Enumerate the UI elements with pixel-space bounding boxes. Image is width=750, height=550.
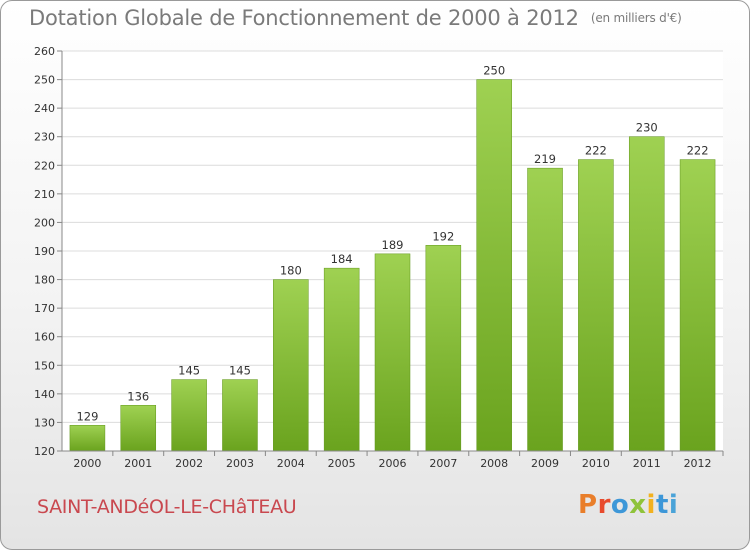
value-label: 230 bbox=[636, 121, 658, 135]
logo-letter: i bbox=[668, 490, 679, 520]
y-tick-label: 240 bbox=[34, 102, 55, 115]
bar bbox=[323, 267, 360, 452]
y-tick-label: 170 bbox=[34, 302, 55, 315]
x-tick-label: 2004 bbox=[277, 457, 305, 470]
y-tick-label: 200 bbox=[34, 216, 55, 229]
y-tick-label: 250 bbox=[34, 74, 55, 87]
logo-letter: r bbox=[597, 490, 611, 520]
x-tick-label: 2012 bbox=[684, 457, 712, 470]
value-label: 129 bbox=[76, 409, 98, 423]
logo-letter: x bbox=[629, 490, 647, 520]
value-label: 250 bbox=[483, 64, 505, 78]
y-tick-label: 150 bbox=[34, 359, 55, 372]
chart-title: Dotation Globale de Fonctionnement de 20… bbox=[29, 6, 682, 30]
y-tick-label: 220 bbox=[34, 159, 55, 172]
bar bbox=[527, 167, 563, 452]
value-label: 222 bbox=[585, 144, 607, 158]
bar bbox=[679, 159, 716, 452]
y-tick-label: 210 bbox=[34, 188, 55, 201]
value-label: 222 bbox=[687, 144, 709, 158]
value-label: 184 bbox=[331, 252, 353, 266]
value-label: 189 bbox=[382, 238, 404, 252]
x-tick-label: 2007 bbox=[429, 457, 457, 470]
value-label: 145 bbox=[229, 364, 251, 378]
x-tick-label: 2001 bbox=[124, 457, 152, 470]
bar bbox=[222, 379, 258, 452]
y-tick-label: 230 bbox=[34, 131, 55, 144]
value-label: 219 bbox=[534, 152, 556, 166]
y-tick-label: 260 bbox=[34, 45, 55, 58]
x-tick-label: 2010 bbox=[582, 457, 610, 470]
bar bbox=[425, 245, 462, 452]
value-label: 180 bbox=[280, 264, 302, 278]
y-tick-label: 140 bbox=[34, 388, 55, 401]
y-tick-label: 180 bbox=[34, 274, 55, 287]
bar bbox=[171, 379, 207, 452]
y-tick-label: 120 bbox=[34, 445, 55, 458]
x-tick-label: 2008 bbox=[480, 457, 508, 470]
bar bbox=[120, 405, 157, 452]
y-tick-label: 190 bbox=[34, 245, 55, 258]
bar bbox=[69, 425, 106, 452]
x-tick-label: 2000 bbox=[73, 457, 101, 470]
logo-letter: P bbox=[578, 490, 598, 520]
bars: 129 136 145 145 180 184 189 192 250 219 222 230 222 bbox=[69, 64, 716, 452]
y-axis: 120 130 140 150 160 170 180 190 200 210 220 230 240 2… bbox=[34, 45, 63, 458]
x-tick-label: 2002 bbox=[175, 457, 203, 470]
bar bbox=[374, 253, 411, 452]
unit-label: (en milliers d'€) bbox=[590, 11, 682, 25]
title-text: Dotation Globale de Fonctionnement de 20… bbox=[29, 6, 579, 30]
bar bbox=[578, 159, 614, 452]
x-tick-label: 2003 bbox=[226, 457, 254, 470]
x-axis: 2000 2001 2002 2003 2004 2005 2006 2007 2008 2009… bbox=[62, 450, 724, 470]
value-label: 136 bbox=[127, 389, 149, 403]
commune-name: SAINT-ANDéOL-LE-CHâTEAU bbox=[37, 496, 297, 518]
logo-letter: o bbox=[610, 490, 630, 520]
x-tick-label: 2009 bbox=[531, 457, 559, 470]
value-label: 145 bbox=[178, 364, 200, 378]
y-tick-label: 130 bbox=[34, 416, 55, 429]
bar bbox=[476, 79, 512, 452]
logo-letter: t bbox=[655, 490, 669, 520]
value-label: 192 bbox=[432, 229, 454, 243]
bar bbox=[273, 279, 309, 452]
x-tick-label: 2011 bbox=[633, 457, 661, 470]
x-tick-label: 2005 bbox=[328, 457, 356, 470]
proxiti-logo: Proxiti bbox=[578, 490, 678, 520]
y-tick-label: 160 bbox=[34, 331, 55, 344]
x-tick-label: 2006 bbox=[379, 457, 407, 470]
logo-letter: i bbox=[646, 490, 656, 520]
bar bbox=[628, 136, 665, 452]
